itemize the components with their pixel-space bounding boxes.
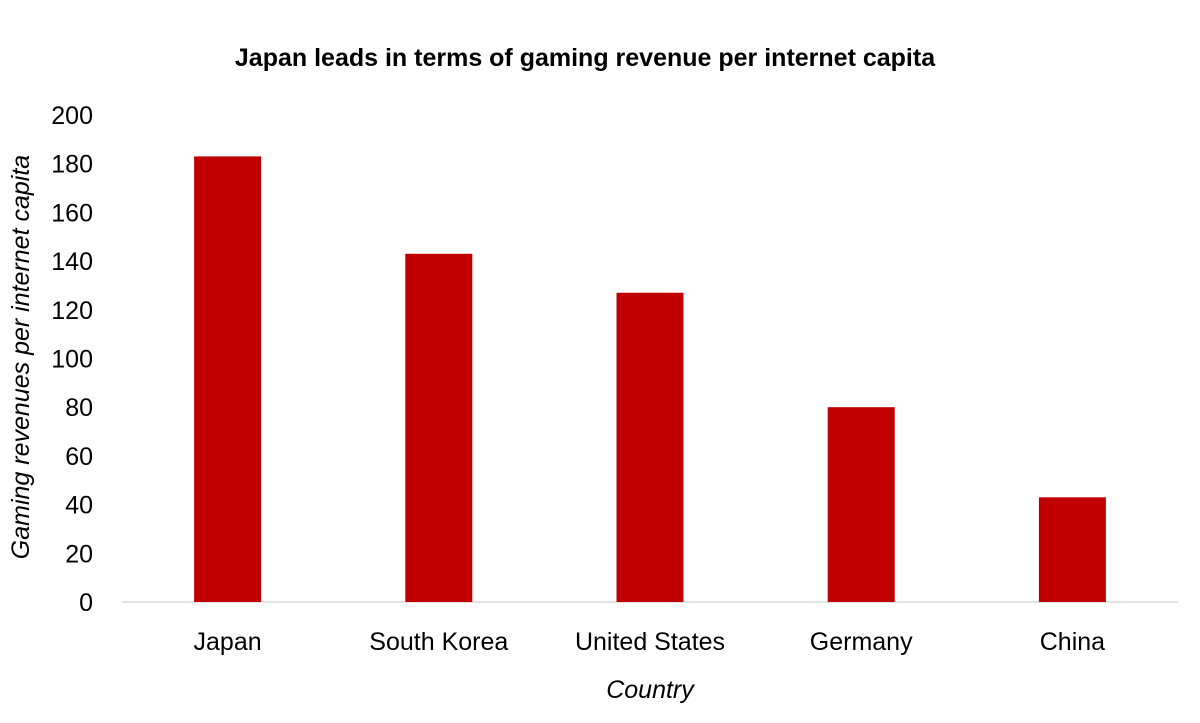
y-tick-label: 200 bbox=[51, 102, 93, 130]
bar bbox=[1038, 497, 1106, 602]
x-tick-label: Japan bbox=[194, 628, 262, 656]
y-tick-label: 0 bbox=[79, 589, 93, 617]
y-tick-label: 80 bbox=[65, 394, 93, 422]
x-axis-title: Country bbox=[606, 676, 695, 704]
y-tick-label: 140 bbox=[51, 248, 93, 276]
y-axis-ticks: 0 20 40 60 80 100 120 140 160 180 200 bbox=[51, 102, 93, 617]
y-tick-label: 180 bbox=[51, 151, 93, 179]
chart-title: Japan leads in terms of gaming revenue p… bbox=[235, 44, 936, 72]
x-tick-label: Germany bbox=[810, 628, 913, 656]
y-tick-label: 160 bbox=[51, 199, 93, 227]
y-axis-title: Gaming revenues per internet capita bbox=[7, 155, 35, 559]
bar bbox=[405, 253, 473, 603]
bar bbox=[194, 156, 262, 602]
y-tick-label: 100 bbox=[51, 346, 93, 374]
bar bbox=[616, 292, 684, 602]
y-tick-label: 120 bbox=[51, 297, 93, 325]
bar bbox=[827, 407, 895, 602]
x-tick-label: United States bbox=[575, 628, 725, 656]
bars bbox=[194, 156, 1106, 603]
y-tick-label: 20 bbox=[65, 540, 93, 568]
y-tick-label: 60 bbox=[65, 443, 93, 471]
x-tick-label: South Korea bbox=[369, 628, 508, 656]
y-tick-label: 40 bbox=[65, 492, 93, 520]
x-tick-label: China bbox=[1040, 628, 1105, 656]
x-axis-labels: Japan South Korea United States Germany Chin… bbox=[194, 628, 1106, 656]
